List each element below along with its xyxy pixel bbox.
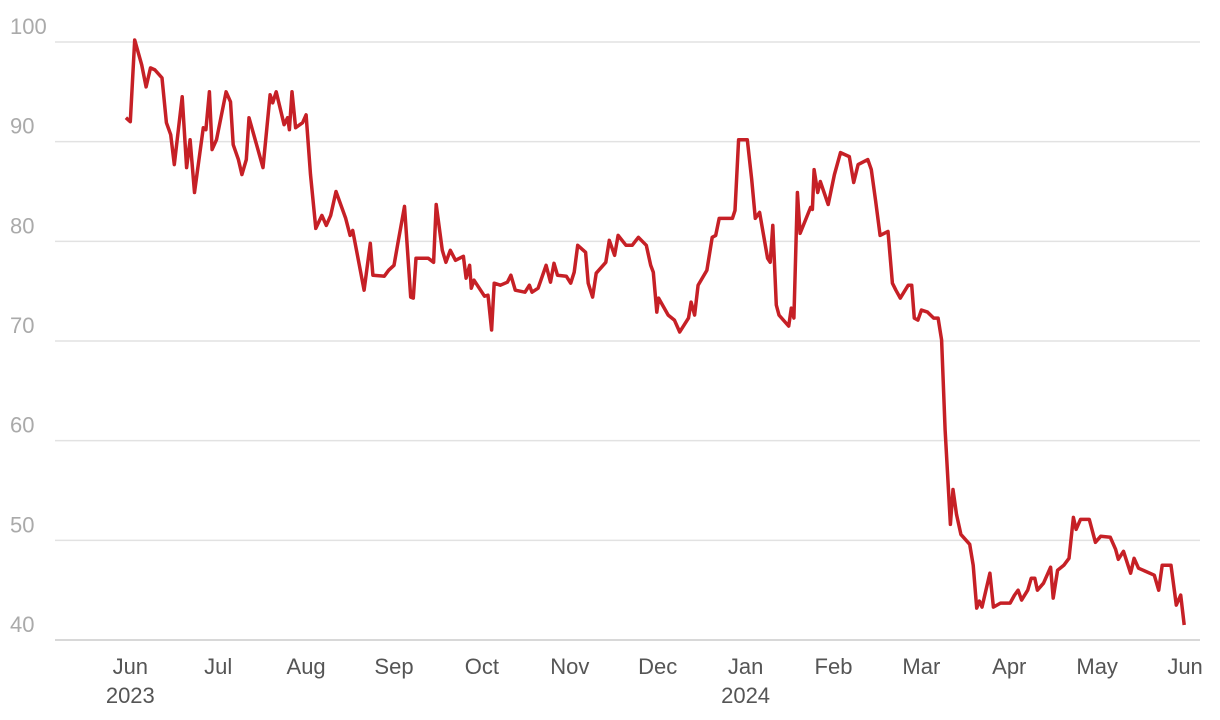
y-tick-label: 90 bbox=[10, 114, 34, 139]
y-tick-label: 40 bbox=[10, 612, 34, 637]
x-tick-label: Nov bbox=[550, 654, 589, 679]
x-tick-label: May bbox=[1076, 654, 1118, 679]
x-year-label: 2024 bbox=[721, 683, 770, 708]
x-tick-label: Jan bbox=[728, 654, 763, 679]
x-tick-label: Jun bbox=[1167, 654, 1202, 679]
x-year-label: 2023 bbox=[106, 683, 155, 708]
y-tick-label: 80 bbox=[10, 213, 34, 238]
x-tick-label: Mar bbox=[902, 654, 940, 679]
x-tick-label: Jun bbox=[113, 654, 148, 679]
x-tick-label: Aug bbox=[287, 654, 326, 679]
x-tick-label: Dec bbox=[638, 654, 677, 679]
x-tick-label: Oct bbox=[465, 654, 499, 679]
x-tick-label: Apr bbox=[992, 654, 1026, 679]
y-tick-label: 100 bbox=[10, 14, 47, 39]
x-tick-label: Feb bbox=[815, 654, 853, 679]
y-tick-label: 60 bbox=[10, 413, 34, 438]
line bbox=[124, 38, 1186, 626]
y-tick-label: 70 bbox=[10, 313, 34, 338]
y-tick-label: 50 bbox=[10, 512, 34, 537]
x-tick-label: Jul bbox=[204, 654, 232, 679]
x-tick-label: Sep bbox=[374, 654, 413, 679]
